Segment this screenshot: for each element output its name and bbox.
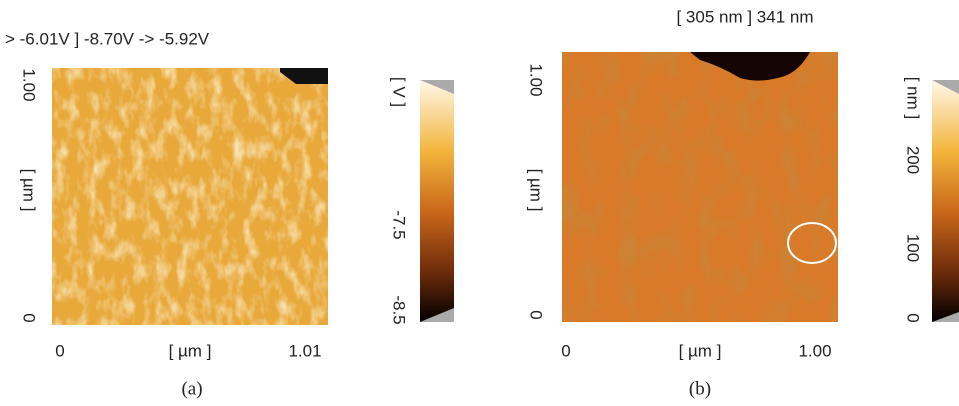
image-a-texture bbox=[52, 68, 328, 325]
y-tick-label: 0 bbox=[20, 313, 39, 322]
x-tick-label: 0 bbox=[55, 341, 64, 360]
x-tick-label: 0 bbox=[561, 341, 570, 360]
colorbar-cap bbox=[420, 80, 454, 94]
colorbar-label: 200 bbox=[904, 146, 923, 174]
colorbar-b bbox=[932, 80, 959, 322]
header: [ 305 nm ] 341 nm bbox=[676, 7, 813, 26]
colorbar-cap bbox=[420, 308, 454, 322]
colorbar-label: 100 bbox=[904, 234, 923, 262]
caption: (a) bbox=[181, 378, 202, 399]
y-axis-label: [ µm ] bbox=[20, 169, 39, 212]
x-axis-label: [ µm ] bbox=[169, 341, 212, 360]
colorbar-cap bbox=[932, 80, 959, 94]
y-tick-label: 1.00 bbox=[527, 63, 546, 96]
colorbar-label: -7.5 bbox=[390, 210, 409, 239]
x-axis-label: [ µm ] bbox=[679, 341, 722, 360]
header: > -6.01V ] -8.70V -> -5.92V bbox=[5, 29, 210, 48]
x-tick-label: 1.01 bbox=[288, 341, 321, 360]
y-tick-label: 1.00 bbox=[20, 68, 39, 101]
y-axis-label: [ µm ] bbox=[527, 169, 546, 212]
colorbar-label: [ nm ] bbox=[904, 77, 923, 120]
y-tick-label: 0 bbox=[527, 310, 546, 319]
caption: (b) bbox=[689, 378, 711, 399]
colorbar-a bbox=[420, 80, 454, 322]
x-tick-label: 1.00 bbox=[798, 341, 831, 360]
image-b-texture bbox=[562, 52, 838, 322]
dark-region bbox=[280, 68, 328, 84]
colorbar-label: -8.5 bbox=[390, 295, 409, 324]
highlight-circle bbox=[787, 222, 837, 264]
colorbar-label: [ V ] bbox=[390, 77, 409, 107]
colorbar-label: 0 bbox=[904, 313, 923, 322]
colorbar-cap bbox=[932, 312, 959, 322]
dark-region bbox=[690, 52, 810, 81]
